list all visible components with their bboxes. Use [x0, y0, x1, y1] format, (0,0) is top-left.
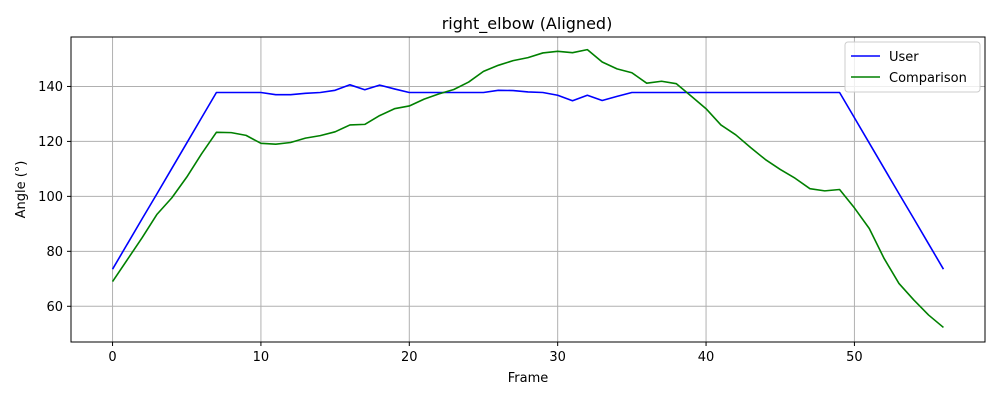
- x-axis-label: Frame: [508, 371, 549, 386]
- x-tick-label: 50: [846, 350, 863, 365]
- legend-label-comparison: Comparison: [889, 71, 967, 86]
- x-axis-ticks: 0 10 20 30 40 50: [108, 342, 863, 365]
- y-tick-label: 120: [38, 135, 63, 150]
- legend: User Comparison: [844, 41, 981, 93]
- series-lines: [111, 48, 945, 329]
- y-tick-label: 80: [46, 245, 63, 260]
- legend-label-user: User: [889, 50, 919, 65]
- x-tick-label: 20: [401, 350, 418, 365]
- plot-frame: [70, 36, 986, 343]
- chart-title: right_elbow (Aligned): [442, 14, 613, 34]
- x-tick-label: 0: [108, 350, 116, 365]
- x-tick-label: 10: [253, 350, 270, 365]
- y-tick-label: 140: [38, 80, 63, 95]
- series-line-comparison: [111, 48, 944, 329]
- y-tick-label: 60: [46, 300, 63, 315]
- x-tick-label: 40: [698, 350, 715, 365]
- y-axis-ticks: 60 80 100 120 140: [38, 80, 71, 315]
- y-axis-label: Angle (°): [14, 161, 29, 219]
- series-line-user: [111, 84, 945, 270]
- y-tick-label: 100: [38, 190, 63, 205]
- legend-box: [844, 41, 981, 93]
- x-tick-label: 30: [549, 350, 566, 365]
